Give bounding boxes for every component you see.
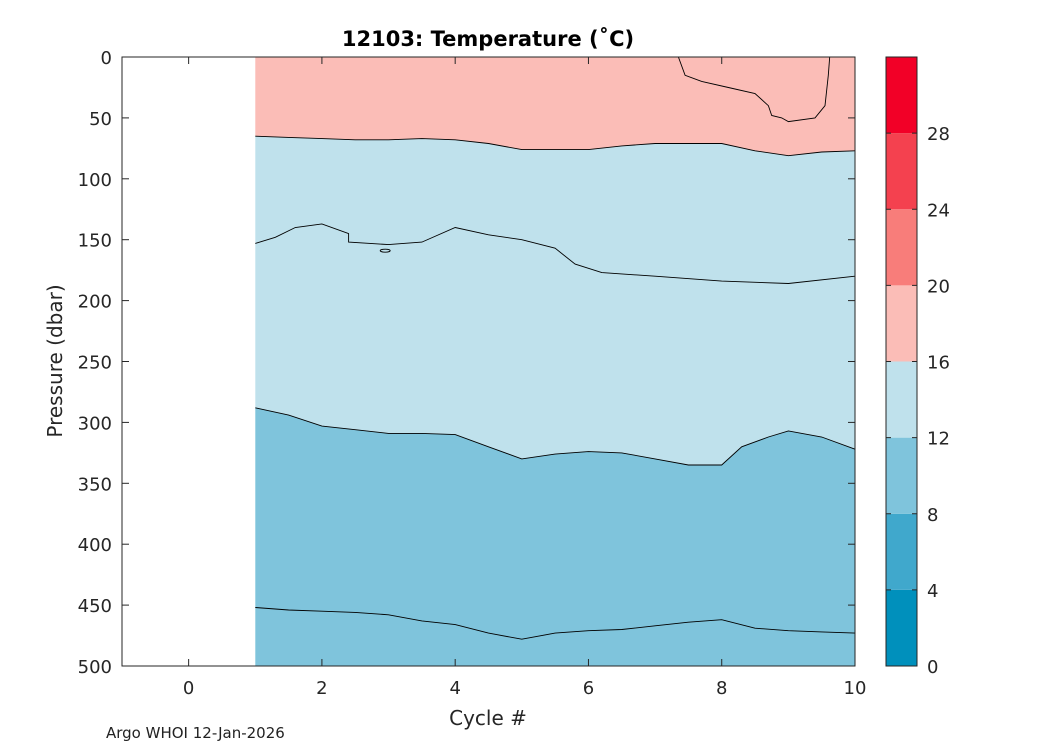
plot-area [255,57,856,666]
colorbar-band-0-4 [886,589,917,666]
x-axis: 0 2 4 6 8 10 [183,57,867,699]
region-16-20 [255,57,856,156]
x-tick-label: 4 [449,678,460,699]
colorbar-tick-label: 20 [927,276,950,297]
y-tick-label: 400 [78,535,112,556]
y-tick-label: 100 [78,170,112,191]
contour-isotherm-10 [255,607,856,640]
y-axis-label: Pressure (dbar) [43,284,67,437]
footer-credit: Argo WHOI 12-Jan-2026 [106,724,285,742]
colorbar-band-28-32 [886,57,917,134]
x-tick-label: 6 [583,678,594,699]
colorbar-tick-label: 16 [927,353,950,374]
colorbar-tick-label: 28 [927,124,950,145]
contour-isotherm-16-upper [255,135,856,157]
colorbar-band-4-8 [886,513,917,590]
y-tick-label: 300 [78,413,112,434]
chart-title: 12103: Temperature (˚C) [342,27,634,51]
x-tick-label: 2 [316,678,327,699]
colorbar-band-24-28 [886,133,917,210]
x-tick-label: 10 [844,678,867,699]
contour-lines [255,56,856,640]
y-tick-label: 50 [89,109,112,130]
colorbar-band-8-12 [886,437,917,514]
y-tick-label: 200 [78,292,112,313]
contour-isotherm-12 [255,407,856,466]
contour-isotherm-14 [255,223,856,284]
colorbar-tick-label: 4 [927,581,938,602]
contour-warm-pocket [677,56,831,123]
y-tick-label: 250 [78,353,112,374]
region-12-16 [255,136,856,465]
colorbar-tick-label: 8 [927,505,938,526]
colorbar-tick-label: 0 [927,657,938,678]
y-axis: 0 50 100 150 200 250 300 350 400 450 500 [78,48,855,678]
y-tick-label: 150 [78,231,112,252]
x-tick-label: 0 [183,678,194,699]
contour-small-loop [379,248,391,253]
colorbar-band-16-20 [886,285,917,362]
y-tick-label: 0 [101,48,112,69]
colorbar-band-20-24 [886,209,917,286]
x-tick-label: 8 [716,678,727,699]
colorbar-band-12-16 [886,361,917,438]
y-tick-label: 350 [78,474,112,495]
y-tick-label: 450 [78,596,112,617]
colorbar-tick-label: 12 [927,429,950,450]
region-8-12 [255,407,856,666]
colorbar-tick-label: 24 [927,200,950,221]
x-axis-label: Cycle # [449,706,527,730]
y-tick-label: 500 [78,657,112,678]
colorbar: 0 4 8 12 16 20 24 28 [885,56,950,678]
